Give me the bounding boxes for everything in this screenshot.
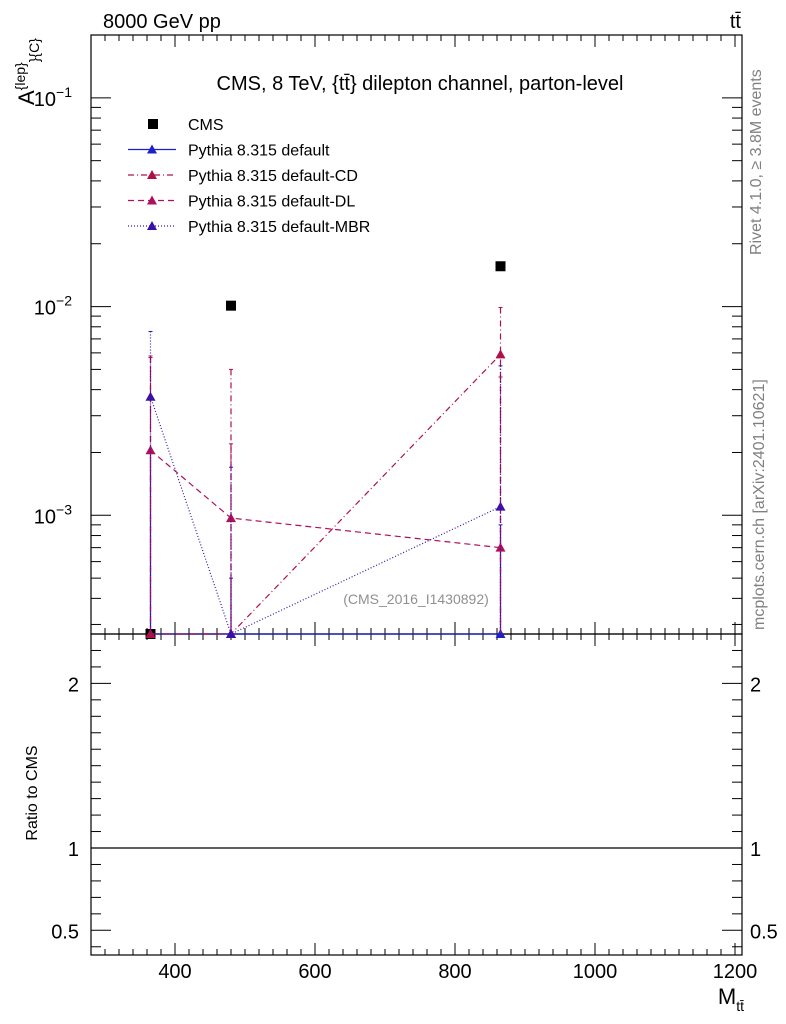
triangle-marker — [145, 445, 156, 455]
triangle-marker — [495, 349, 506, 359]
x-axis-label-main: M — [718, 984, 736, 1009]
rivet-version-label: Rivet 4.1.0, ≥ 3.8M events — [748, 69, 765, 255]
series-pythia-8-315-default-cd — [145, 306, 506, 638]
triangle-marker — [226, 513, 236, 523]
x-tick-label: 600 — [298, 961, 331, 983]
x-tick-label: 1200 — [713, 961, 758, 983]
y-axis-label: A{lep}}{C} — [12, 38, 42, 105]
ratio-tick-label-right: 1 — [750, 839, 761, 861]
triangle-marker — [147, 170, 157, 179]
ratio-tick-label-left: 2 — [68, 674, 79, 696]
ratio-tick-label-left: 0.5 — [51, 921, 79, 943]
triangle-marker — [145, 629, 156, 638]
axis-ticks: 400 600 800 1000 1200 10−1 10−2 10−3 0.5 0.5 1 1 2 2 — [34, 34, 778, 983]
triangle-marker — [147, 195, 157, 205]
ratio-tick-label-left: 1 — [68, 839, 79, 861]
chart-title: CMS, 8 TeV, {tt̄} dilepton channel, part… — [217, 73, 624, 95]
triangle-marker — [495, 501, 506, 511]
x-axis-label-sub: tt̄ — [736, 998, 744, 1014]
x-tick-label: 400 — [158, 961, 191, 983]
y-tick-label: 10−3 — [34, 501, 72, 528]
series-layer — [145, 261, 506, 639]
y-tick-label: 10−1 — [34, 84, 72, 111]
data-point-marker — [226, 300, 236, 311]
y-tick-label: 10−2 — [34, 293, 72, 320]
legend-marker — [148, 119, 158, 129]
x-tick-label: 800 — [438, 961, 471, 983]
y-axis-label-sup: {lep} — [12, 62, 28, 90]
triangle-marker — [495, 542, 506, 552]
ratio-panel-frame — [90, 633, 743, 956]
legend-label: Pythia 8.315 default-DL — [188, 194, 355, 211]
x-axis-label: Mtt̄ — [718, 984, 744, 1014]
legend-entry: Pythia 8.315 default-DL — [128, 194, 355, 211]
series-line — [150, 449, 501, 549]
series-pythia-8-315-default-mbr — [145, 330, 506, 638]
triangle-marker — [226, 629, 236, 638]
process-label: tt̄ — [730, 11, 742, 33]
triangle-marker — [147, 144, 157, 154]
legend-entry: Pythia 8.315 default-MBR — [128, 219, 370, 236]
beam-label: 8000 GeV pp — [103, 11, 221, 33]
legend-label: Pythia 8.315 default — [188, 143, 330, 160]
y-axis-label-sub: }{C} — [26, 38, 42, 62]
triangle-marker — [147, 221, 157, 230]
legend-label: CMS — [188, 117, 224, 134]
legend-entry: Pythia 8.315 default-CD — [128, 168, 358, 185]
legend: CMS Pythia 8.315 default Pythia 8.315 defa… — [128, 117, 370, 236]
legend-entry: Pythia 8.315 default — [128, 143, 330, 160]
series-cms — [145, 261, 506, 639]
triangle-marker — [145, 391, 156, 401]
data-point-marker — [495, 261, 506, 272]
mcplots-label: mcplots.cern.ch [arXiv:2401.10621] — [751, 379, 768, 630]
legend-label: Pythia 8.315 default-MBR — [188, 219, 370, 236]
legend-label: Pythia 8.315 default-CD — [188, 168, 358, 185]
ratio-tick-label-right: 2 — [750, 674, 761, 696]
y-axis-label-main: A — [14, 90, 39, 105]
analysis-id-label: (CMS_2016_I1430892) — [343, 591, 489, 607]
x-tick-label: 1000 — [573, 961, 618, 983]
legend-entry: CMS — [148, 117, 224, 134]
series-pythia-8-315-default — [145, 451, 506, 638]
ratio-y-axis-label: Ratio to CMS — [24, 745, 41, 840]
ratio-tick-label-right: 0.5 — [750, 921, 778, 943]
